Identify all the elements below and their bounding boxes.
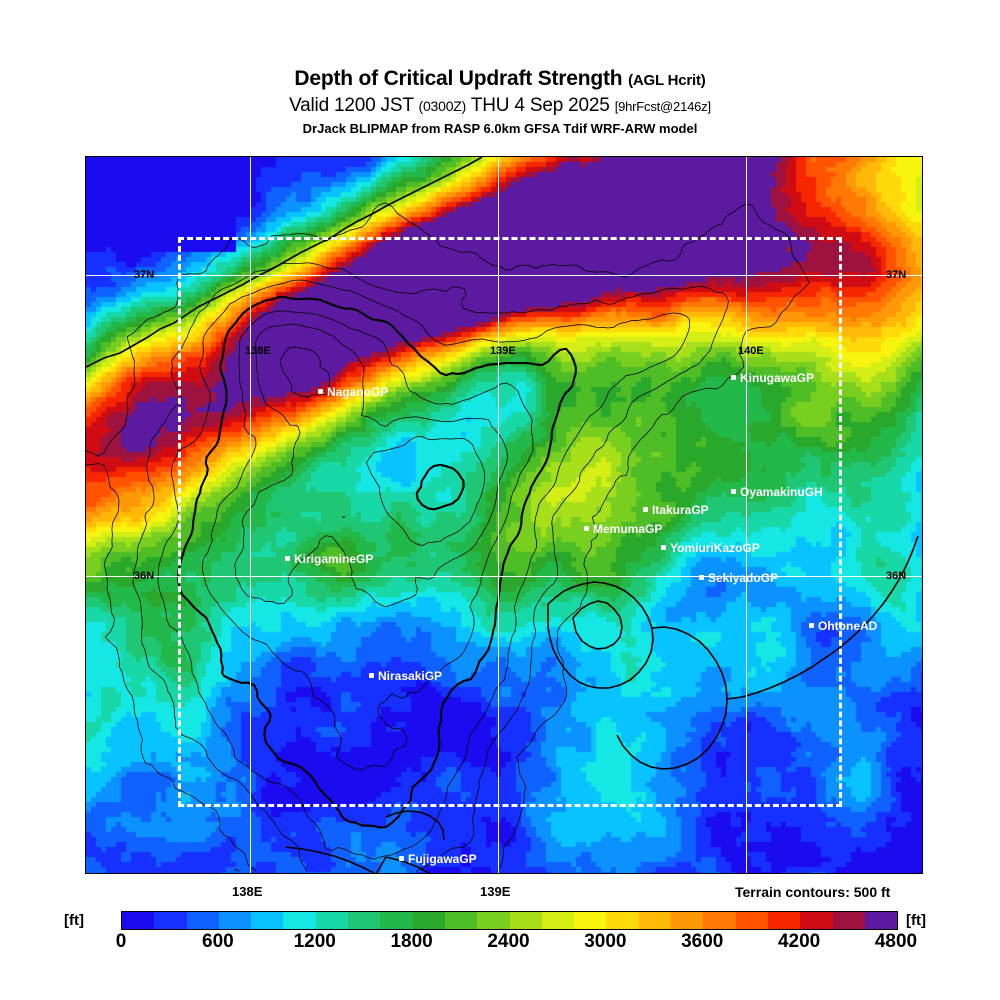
colorbar-swatch-22 [832,912,865,929]
station-label: FujigawaGP [408,851,477,866]
axis-label-lon-139e-bottom: 139E [480,884,511,899]
station-dot-icon [699,575,704,581]
colorbar-swatch-8 [380,912,413,929]
station-label: SekiyadoGP [708,570,779,585]
station-marker-yomiurikazogp[interactable]: YomiuriKazoGP [661,541,760,554]
station-dot-icon [731,489,736,495]
map-label-lon-138e: 138E [245,345,271,357]
station-dot-icon [285,556,290,562]
map-label-lon-139e: 139E [490,345,516,357]
forecast-map[interactable]: 138E 139E 140E 37N 37N 36N 36N KinugawaG… [85,156,923,874]
colorbar-swatch-7 [348,912,381,929]
colorbar-swatch-12 [509,912,542,929]
colorbar-swatch-6 [315,912,349,929]
hcrit-heatmap-layer [86,157,922,873]
valid-utc: (0300Z) [418,98,467,114]
station-marker-nirasakigp[interactable]: NirasakiGP [369,669,442,682]
colorbar-swatch-15 [606,912,639,929]
subdomain-dashed-box [178,237,842,807]
station-dot-icon [731,375,736,381]
station-marker-kinugawagp[interactable]: KinugawaGP [731,371,814,384]
colorbar-tick-4200: 4200 [777,931,821,952]
station-dot-icon [661,545,666,551]
station-label: KinugawaGP [740,370,815,385]
colorbar-swatch-9 [412,912,445,929]
model-source-line: DrJack BLIPMAP from RASP 6.0km GFSA Tdif… [302,121,698,136]
colorbar-swatch-23 [864,912,898,929]
colorbar-swatch-16 [638,912,672,929]
colorbar-swatch-13 [541,912,575,929]
station-marker-ohtonead[interactable]: OhtoneAD [809,619,877,632]
station-dot-icon [809,623,814,629]
gridline-lon-139e [498,157,499,873]
station-marker-naganogp[interactable]: NaganoGP [318,385,388,398]
axis-label-lon-138e-bottom: 138E [232,884,263,899]
station-dot-icon [318,389,323,395]
colorbar-swatch-10 [444,912,478,929]
station-marker-itakuragp[interactable]: ItakuraGP [643,503,709,516]
colorbar-swatch-20 [767,912,801,929]
colorbar-tick-0: 0 [115,931,127,952]
map-label-lat-36n-right: 36N [886,570,907,582]
station-label: OyamakinuGH [740,484,823,499]
gridline-lat-36n [86,576,922,577]
map-label-lon-140e: 140E [738,345,764,357]
title-parenthetical: (AGL Hcrit) [628,72,706,89]
colorbar-swatch-3 [218,912,252,929]
colorbar-tick-3000: 3000 [584,931,627,952]
colorbar-swatch-0 [122,912,155,929]
coastline [86,157,919,873]
gridline-lon-138e [250,157,251,873]
map-label-lat-37n-right: 37N [886,269,907,281]
station-label: ItakuraGP [652,502,709,517]
station-dot-icon [399,856,404,862]
station-label: OhtoneAD [818,618,878,633]
map-label-lat-37n-left: 37N [134,269,155,281]
colorbar-swatch-2 [186,912,219,929]
station-marker-sekiyadogp[interactable]: SekiyadoGP [699,571,778,584]
colorbar-tick-3600: 3600 [681,931,724,952]
colorbar-swatch-5 [283,912,316,929]
station-label: KirigamineGP [294,551,374,566]
colorbar-swatch-14 [574,912,607,929]
colorbar-swatch-21 [800,912,833,929]
colorbar-tick-600: 600 [202,931,234,952]
station-label: NaganoGP [327,384,389,399]
station-dot-icon [643,507,648,513]
title-block: Depth of Critical Updraft Strength (AGL … [0,66,1000,139]
station-label: MemumaGP [593,521,663,536]
forecast-tag: [9hrFcst@2146z] [614,99,711,114]
colorbar-tick-2400: 2400 [487,931,530,952]
station-label: YomiuriKazoGP [670,540,760,555]
station-label: NirasakiGP [378,668,443,683]
terrain-contour-note: Terrain contours: 500 ft [735,884,891,900]
colorbar-unit-left: [ft] [64,912,84,929]
colorbar-swatch-19 [735,912,768,929]
gridline-lon-140e [746,157,747,873]
valid-time-line: Valid 1200 JST (0300Z) THU 4 Sep 2025 [9… [289,95,711,116]
station-marker-memumagp[interactable]: MemumaGP [584,522,662,535]
colorbar-swatch-18 [703,912,736,929]
station-dot-icon [584,526,589,532]
colorbar-tick-4800: 4800 [874,931,918,952]
colorbar-tick-1800: 1800 [390,931,433,952]
station-marker-kirigaminegp[interactable]: KirigamineGP [285,552,373,565]
colorbar[interactable] [121,911,898,930]
gridline-lat-37n [86,275,922,276]
terrain-contours [86,202,810,872]
station-marker-oyamakinugh[interactable]: OyamakinuGH [731,485,823,498]
colorbar-unit-right: [ft] [906,912,926,929]
colorbar-swatch-17 [671,912,704,929]
colorbar-swatch-4 [251,912,284,929]
station-marker-fujigawagp[interactable]: FujigawaGP [399,852,477,865]
colorbar-swatch-1 [154,912,187,929]
station-dot-icon [369,673,374,679]
terrain-and-coastline-layer [86,157,919,873]
map-label-lat-36n-left: 36N [134,570,155,582]
colorbar-swatch-11 [477,912,510,929]
colorbar-tick-1200: 1200 [293,931,336,952]
page-title: Depth of Critical Updraft Strength (AGL … [294,67,706,90]
